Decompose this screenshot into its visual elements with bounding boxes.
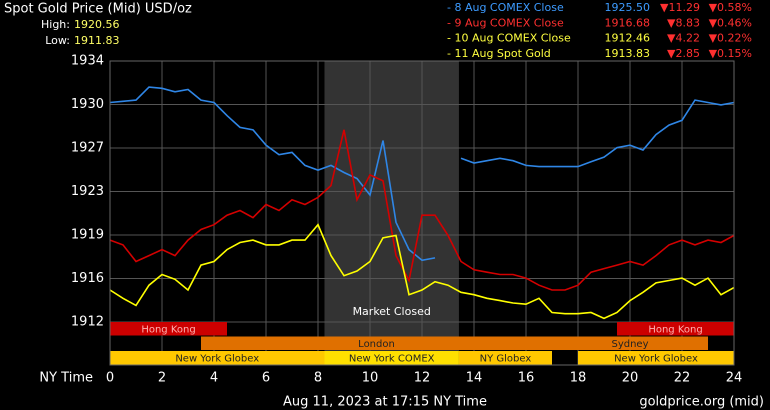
legend-price: 1913.83 [605, 47, 651, 60]
market-closed-region [324, 61, 459, 365]
x-tick-label: 24 [726, 371, 743, 386]
session-bar [324, 351, 459, 365]
y-tick-label: 1930 [71, 97, 104, 112]
session-label: New York Globex [614, 354, 698, 365]
price-line [109, 223, 735, 320]
session-bar [578, 351, 734, 365]
session-label: Sydney [611, 339, 648, 350]
x-tick-label: 6 [262, 371, 270, 386]
x-tick-label: 14 [466, 371, 483, 386]
legend-change: ▼8.83 [667, 16, 700, 29]
legend-price: 1916.68 [605, 16, 651, 29]
legend-pct: ▼0.15% [709, 47, 752, 60]
session-bar [110, 351, 325, 365]
y-tick-label: 1916 [71, 271, 104, 286]
price-line [109, 86, 436, 262]
x-tick-label: 2 [158, 371, 166, 386]
high-value: 1920.56 [74, 18, 120, 31]
legend-name: - 10 Aug COMEX Close [447, 32, 571, 45]
high-label: High: [41, 18, 70, 31]
legend-change: ▼2.85 [667, 47, 700, 60]
session-bar [552, 336, 708, 350]
x-tick-label: 16 [518, 371, 535, 386]
x-tick-label: 8 [314, 371, 322, 386]
legend-change: ▼11.29 [660, 1, 700, 14]
source: goldprice.org (mid) [639, 395, 764, 410]
session-bar [617, 322, 734, 336]
y-tick-label: 1934 [71, 54, 104, 69]
y-tick-label: 1927 [71, 140, 104, 155]
session-label: London [358, 339, 395, 350]
x-tick-label: 22 [674, 371, 691, 386]
y-tick-label: 1923 [71, 184, 104, 199]
legend-name: - 8 Aug COMEX Close [447, 1, 564, 14]
legend-pct: ▼0.46% [709, 16, 752, 29]
session-bar [201, 336, 552, 350]
price-line [460, 99, 735, 168]
session-label: NY Globex [480, 354, 532, 365]
footer: Aug 11, 2023 at 17:15 NY Time [283, 395, 487, 410]
market-closed-label: Market Closed [353, 305, 431, 318]
chart-title: Spot Gold Price (Mid) USD/oz [4, 2, 192, 17]
y-tick-label: 1912 [71, 315, 104, 330]
x-tick-label: 20 [622, 371, 639, 386]
session-label: Hong Kong [141, 325, 195, 336]
x-tick-label: 0 [106, 371, 114, 386]
x-tick-label: 4 [210, 371, 218, 386]
y-tick-label: 1919 [71, 228, 104, 243]
session-label: New York Globex [175, 354, 259, 365]
low-label: Low: [45, 34, 70, 47]
session-bar [458, 351, 552, 365]
legend-price: 1925.50 [605, 1, 651, 14]
session-label: Hong Kong [648, 325, 702, 336]
low-value: 1911.83 [74, 34, 120, 47]
x-tick-label: 12 [414, 371, 431, 386]
x-tick-label: 10 [362, 371, 379, 386]
legend-change: ▼4.22 [667, 32, 700, 45]
x-axis-title: NY Time [39, 371, 93, 386]
legend-price: 1912.46 [605, 32, 651, 45]
legend-name: - 11 Aug Spot Gold [447, 47, 551, 60]
legend-pct: ▼0.22% [709, 32, 752, 45]
legend-name: - 9 Aug COMEX Close [447, 16, 564, 29]
x-tick-label: 18 [570, 371, 587, 386]
session-bar [110, 322, 227, 336]
legend-pct: ▼0.58% [709, 1, 752, 14]
session-label: New York COMEX [349, 354, 435, 365]
price-line [109, 129, 735, 291]
plot-frame [109, 60, 735, 366]
